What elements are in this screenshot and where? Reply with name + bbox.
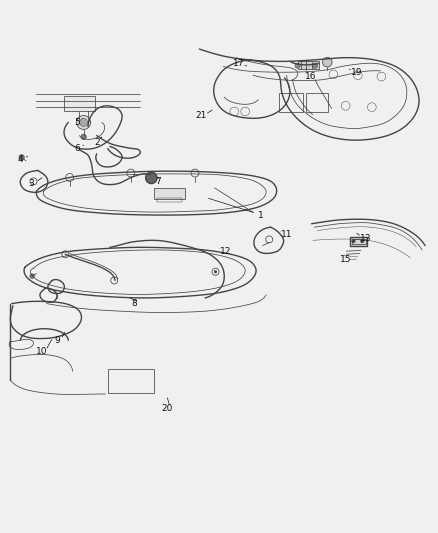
Text: 9: 9 bbox=[55, 336, 60, 345]
Text: 17: 17 bbox=[233, 59, 244, 68]
Circle shape bbox=[295, 63, 300, 68]
Text: 1: 1 bbox=[258, 211, 263, 220]
Text: 21: 21 bbox=[196, 111, 207, 120]
Text: 19: 19 bbox=[351, 68, 362, 77]
Bar bbox=[297, 61, 318, 69]
Circle shape bbox=[322, 58, 332, 67]
Text: 10: 10 bbox=[36, 347, 48, 356]
Circle shape bbox=[80, 118, 88, 126]
Circle shape bbox=[312, 63, 318, 68]
Circle shape bbox=[146, 172, 157, 183]
Circle shape bbox=[214, 270, 217, 273]
Circle shape bbox=[30, 274, 34, 278]
Circle shape bbox=[360, 239, 364, 243]
Bar bbox=[157, 198, 182, 202]
Bar bbox=[153, 188, 185, 199]
Text: 11: 11 bbox=[281, 230, 293, 239]
Circle shape bbox=[19, 155, 24, 160]
Circle shape bbox=[352, 239, 355, 243]
Text: 13: 13 bbox=[360, 233, 371, 243]
Text: 7: 7 bbox=[155, 177, 161, 186]
Bar bbox=[279, 93, 303, 111]
Text: 15: 15 bbox=[340, 255, 351, 264]
Text: 3: 3 bbox=[28, 179, 34, 188]
Circle shape bbox=[77, 116, 91, 130]
Text: 16: 16 bbox=[305, 72, 316, 81]
Text: 8: 8 bbox=[131, 299, 137, 308]
Bar bbox=[64, 96, 95, 111]
Text: 6: 6 bbox=[74, 144, 80, 153]
Text: 5: 5 bbox=[74, 118, 80, 127]
Text: 12: 12 bbox=[220, 247, 231, 256]
Text: 20: 20 bbox=[161, 404, 172, 413]
Circle shape bbox=[81, 134, 86, 140]
Bar bbox=[306, 93, 328, 111]
Bar bbox=[350, 237, 367, 246]
Bar bbox=[352, 239, 366, 244]
Text: 4: 4 bbox=[18, 155, 23, 164]
Bar bbox=[108, 369, 153, 393]
Text: 2: 2 bbox=[94, 138, 99, 147]
